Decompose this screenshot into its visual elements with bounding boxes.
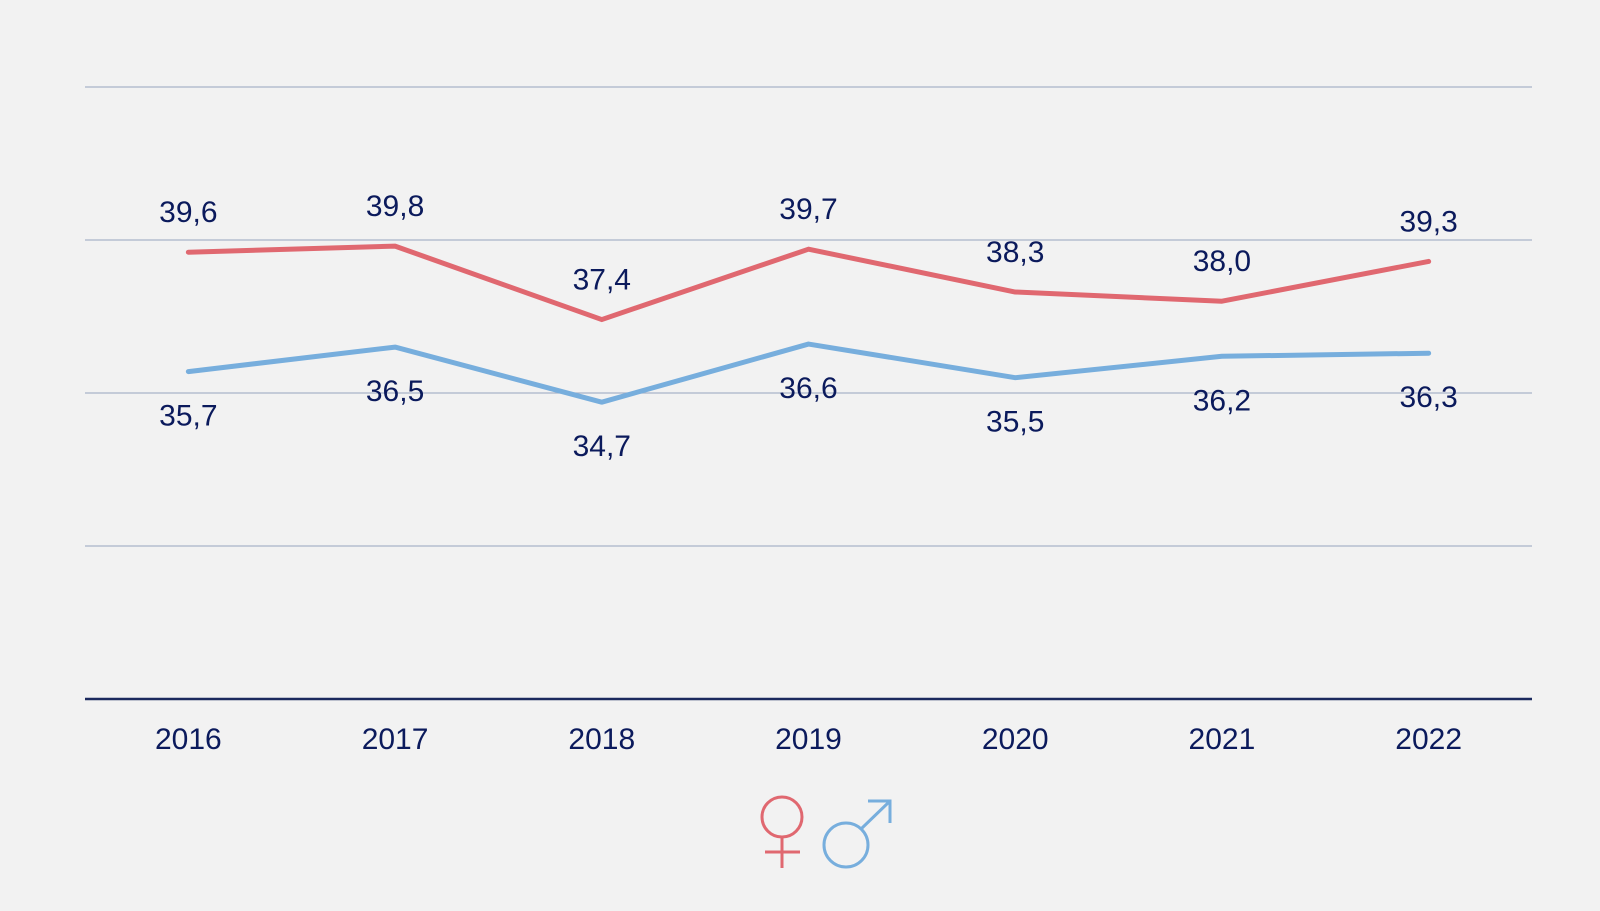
x-tick-label: 2018 xyxy=(568,723,635,756)
data-label-women: 37,4 xyxy=(573,264,631,297)
data-label-women: 38,3 xyxy=(986,236,1044,269)
x-tick-label: 2017 xyxy=(362,723,429,756)
legend-female-icon xyxy=(760,795,804,868)
x-tick-label: 2022 xyxy=(1395,723,1462,756)
data-label-men: 35,7 xyxy=(159,400,217,433)
data-label-women: 39,8 xyxy=(366,190,424,223)
x-tick-label: 2016 xyxy=(155,723,222,756)
x-tick-label: 2020 xyxy=(982,723,1049,756)
data-label-women: 38,0 xyxy=(1193,245,1251,278)
gridlines xyxy=(85,86,1532,547)
x-tick-labels: 2016 2017 2018 2019 2020 2021 2022 xyxy=(155,723,1462,756)
series-line-women xyxy=(185,243,1432,323)
data-label-men: 36,6 xyxy=(779,372,837,405)
data-label-women: 39,7 xyxy=(779,193,837,226)
series-line-men xyxy=(185,341,1432,405)
legend-male-icon xyxy=(822,799,892,869)
data-label-men: 36,3 xyxy=(1399,381,1457,414)
data-label-men: 36,2 xyxy=(1193,384,1251,417)
data-label-women: 39,3 xyxy=(1399,205,1457,238)
x-tick-label: 2019 xyxy=(775,723,842,756)
data-label-women: 39,6 xyxy=(159,196,217,229)
legend xyxy=(760,795,892,869)
data-label-men: 35,5 xyxy=(986,406,1044,439)
series-lines xyxy=(185,243,1432,405)
data-labels: 39,6 39,8 37,4 39,7 38,3 38,0 39,3 35,7 36,5 34,7… xyxy=(159,190,1458,463)
x-tick-label: 2021 xyxy=(1189,723,1256,756)
data-label-men: 34,7 xyxy=(573,430,631,463)
data-label-men: 36,5 xyxy=(366,375,424,408)
